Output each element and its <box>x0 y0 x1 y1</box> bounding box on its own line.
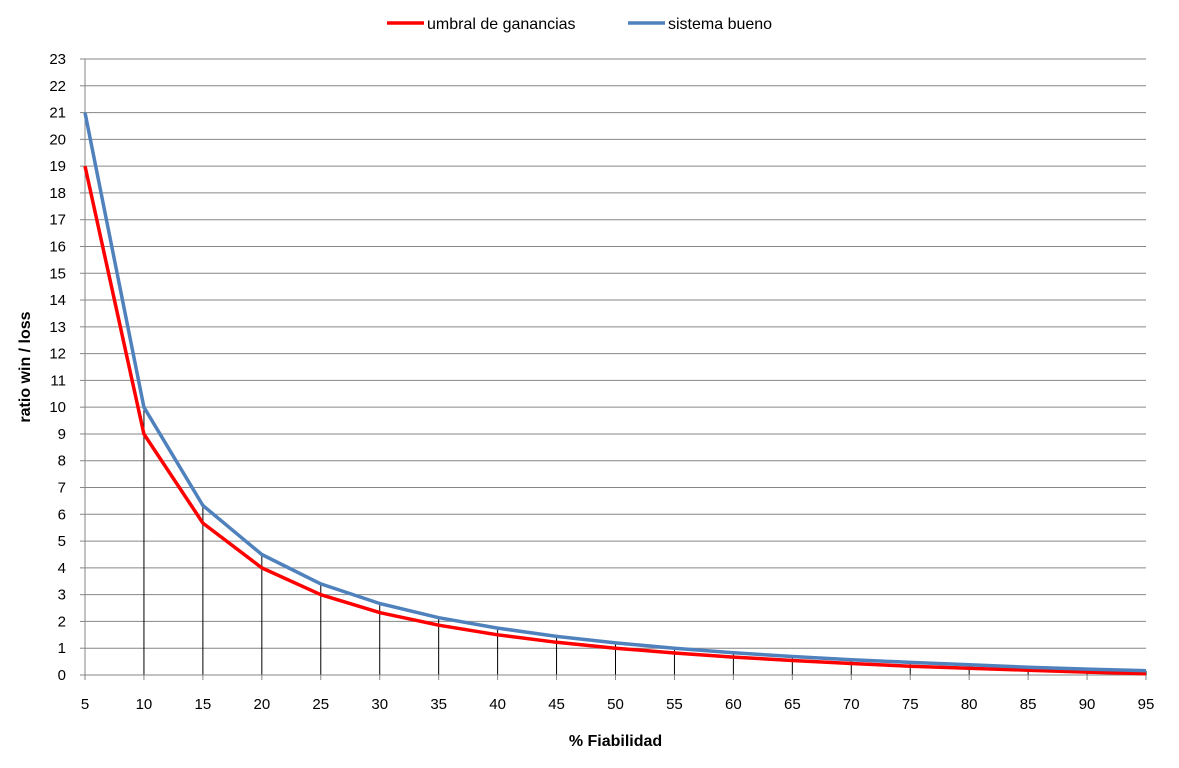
x-tick-label: 50 <box>607 696 624 713</box>
x-tick-label: 65 <box>784 696 801 713</box>
y-tick-label: 21 <box>49 105 66 122</box>
y-tick-label: 22 <box>49 78 66 95</box>
x-tick-label: 40 <box>489 696 506 713</box>
y-tick-label: 3 <box>58 587 66 604</box>
x-tick-label: 30 <box>371 696 388 713</box>
x-tick-label: 85 <box>1020 696 1037 713</box>
series-line-1 <box>83 165 1147 676</box>
series-line-2 <box>83 112 1147 673</box>
x-tick-label: 55 <box>666 696 683 713</box>
axes <box>80 58 1147 680</box>
y-tick-label: 15 <box>49 265 66 282</box>
y-tick-label: 10 <box>49 399 66 416</box>
y-tick-label: 14 <box>49 292 66 309</box>
x-tick-label: 15 <box>195 696 212 713</box>
legend: umbral de ganancias sistema bueno <box>387 16 772 33</box>
x-tick-label: 45 <box>548 696 565 713</box>
x-tick-label: 35 <box>430 696 447 713</box>
y-tick-label: 17 <box>49 212 66 229</box>
y-tick-label: 13 <box>49 319 66 336</box>
x-tick-label: 20 <box>253 696 270 713</box>
x-tick-label: 80 <box>961 696 978 713</box>
x-tick-label: 60 <box>725 696 742 713</box>
y-tick-label: 5 <box>58 533 66 550</box>
y-tick-label: 6 <box>58 506 66 523</box>
y-tick-label: 18 <box>49 185 66 202</box>
y-tick-label: 9 <box>58 426 66 443</box>
series-lines <box>83 112 1147 676</box>
legend-label-2: sistema bueno <box>668 16 772 33</box>
x-tick-label: 25 <box>312 696 329 713</box>
x-tick-label: 75 <box>902 696 919 713</box>
x-tick-label: 70 <box>843 696 860 713</box>
y-tick-label: 16 <box>49 238 66 255</box>
x-tick-label: 90 <box>1079 696 1096 713</box>
y-tick-label: 4 <box>58 560 66 577</box>
x-tick-label: 5 <box>81 696 89 713</box>
y-tick-label: 0 <box>58 667 66 684</box>
y-tick-label: 11 <box>50 372 66 389</box>
y-tick-label: 12 <box>49 346 66 363</box>
y-tick-label: 23 <box>49 51 66 68</box>
legend-label-1: umbral de ganancias <box>427 16 576 33</box>
x-tick-label: 10 <box>136 696 153 713</box>
drop-lines <box>84 112 1147 675</box>
y-tick-label: 2 <box>58 613 66 630</box>
x-axis-title: % Fiabilidad <box>569 733 662 750</box>
x-tick-label: 95 <box>1138 696 1155 713</box>
y-tick-label: 1 <box>58 640 66 657</box>
y-axis-title: ratio win / loss <box>17 311 34 422</box>
y-tick-label: 19 <box>49 158 66 175</box>
gridlines <box>85 58 1146 649</box>
y-tick-label: 20 <box>49 131 66 148</box>
y-tick-label: 7 <box>58 480 66 497</box>
y-tick-label: 8 <box>58 453 66 470</box>
